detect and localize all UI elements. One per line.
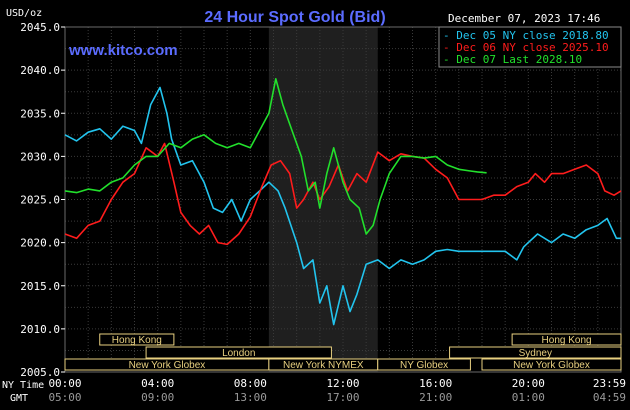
legend-box [438,26,622,68]
legend-entry: - Dec 05 NY close 2018.80 [443,29,609,42]
x-tick-label-gmt: 01:00 [512,391,545,404]
x-tick-label-gmt: 21:00 [419,391,452,404]
ny-time-row-label: NY Time [2,380,44,391]
legend-entry: - Dec 06 NY close 2025.10 [443,41,609,54]
x-tick-label-ny: 23:59 [593,377,626,390]
grid [64,26,622,373]
y-axis-label: USD/oz [6,8,42,19]
session-label: London [222,348,255,359]
x-tick-label-gmt: 13:00 [234,391,267,404]
x-tick-label-ny: 12:00 [326,377,359,390]
x-tick-label-ny: 20:00 [512,377,545,390]
x-tick-label-ny: 00:00 [48,377,81,390]
session-box [377,358,471,371]
session-box [145,346,332,359]
y-tick-label: 2020.0 [20,237,60,250]
x-tick-label-gmt: 04:59 [593,391,626,404]
chart-title: 24 Hour Spot Gold (Bid) [204,9,385,26]
session-box [99,333,175,346]
session-label: New York Globex [513,360,590,371]
gmt-row-label: GMT [10,393,28,404]
y-tick-label: 2045.0 [20,21,60,34]
series-lines [64,78,622,326]
series-line-1 [64,142,622,246]
session-label: NY Globex [400,360,448,371]
legend-entry: - Dec 07 Last 2028.10 [443,53,582,66]
y-axis: 2045.0 2040.0 2035.0 2030.0 2025.0 2020.0 2015… [20,21,65,379]
series-line-2 [64,78,487,235]
y-tick-label: 2010.0 [20,323,60,336]
y-tick-label: 2030.0 [20,150,60,163]
x-tick-label-gmt: 17:00 [326,391,359,404]
session-box [511,333,622,346]
session-label: Hong Kong [112,335,162,346]
y-tick-label: 2035.0 [20,107,60,120]
y-tick-label: 2040.0 [20,64,60,77]
x-tick-label-ny: 04:00 [141,377,174,390]
x-tick-label-ny: 08:00 [234,377,267,390]
session-label: New York Globex [129,360,206,371]
y-tick-label: 2025.0 [20,194,60,207]
session-box [481,358,622,371]
watermark-text: www.kitco.com [68,42,178,59]
x-tick-label-gmt: 09:00 [141,391,174,404]
y-tick-label: 2005.0 [20,366,60,379]
x-tick-label-gmt: 05:00 [48,391,81,404]
session-box [449,346,622,359]
session-label: Hong Kong [542,335,592,346]
y-tick-label: 2015.0 [20,280,60,293]
series-line-0 [64,86,621,326]
session-label: Sydney [519,348,552,359]
session-label: New York NYMEX [283,360,364,371]
chart-datetime: December 07, 2023 17:46 [448,12,600,25]
legend: - Dec 05 NY close 2018.80- Dec 06 NY clo… [438,26,622,68]
x-tick-label-ny: 16:00 [419,377,452,390]
